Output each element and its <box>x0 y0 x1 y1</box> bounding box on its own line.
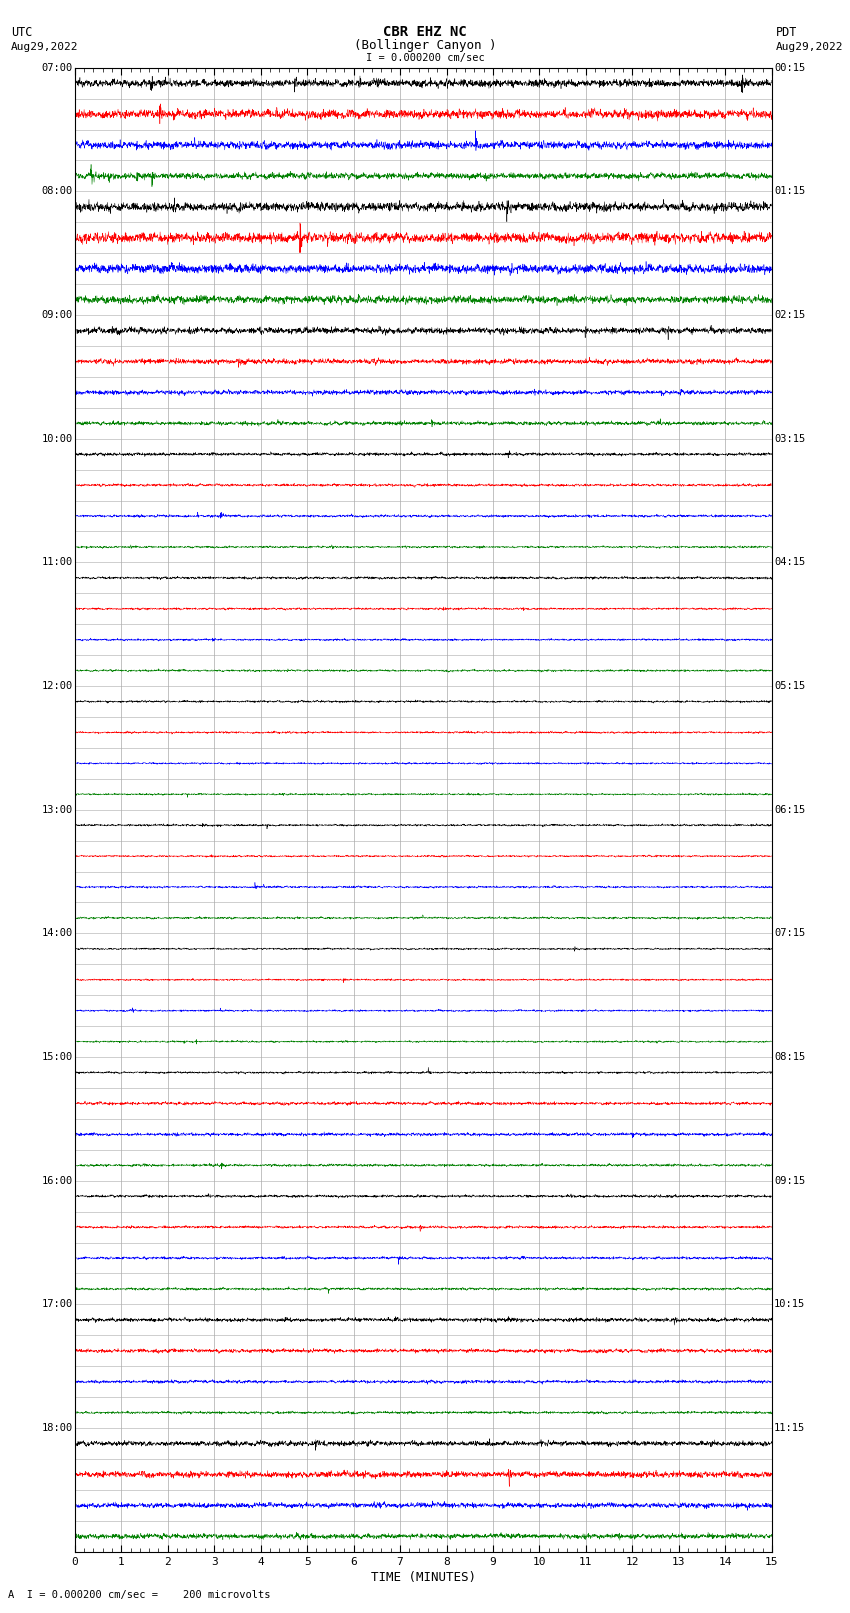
Text: (Bollinger Canyon ): (Bollinger Canyon ) <box>354 39 496 52</box>
Text: 09:00: 09:00 <box>42 310 73 319</box>
Text: UTC: UTC <box>11 26 32 39</box>
Text: 15:00: 15:00 <box>42 1052 73 1061</box>
Text: 02:15: 02:15 <box>774 310 805 319</box>
Text: 08:15: 08:15 <box>774 1052 805 1061</box>
Text: CBR EHZ NC: CBR EHZ NC <box>383 24 467 39</box>
Text: 07:15: 07:15 <box>774 929 805 939</box>
Text: 09:15: 09:15 <box>774 1176 805 1186</box>
Text: 17:00: 17:00 <box>42 1300 73 1310</box>
Text: 06:15: 06:15 <box>774 805 805 815</box>
Text: 01:15: 01:15 <box>774 187 805 197</box>
X-axis label: TIME (MINUTES): TIME (MINUTES) <box>371 1571 476 1584</box>
Text: 04:15: 04:15 <box>774 558 805 568</box>
Text: 13:00: 13:00 <box>42 805 73 815</box>
Text: Aug29,2022: Aug29,2022 <box>11 42 78 52</box>
Text: 00:15: 00:15 <box>774 63 805 73</box>
Text: I = 0.000200 cm/sec: I = 0.000200 cm/sec <box>366 53 484 63</box>
Text: 11:15: 11:15 <box>774 1423 805 1432</box>
Text: 18:00: 18:00 <box>42 1423 73 1432</box>
Text: A  I = 0.000200 cm/sec =    200 microvolts: A I = 0.000200 cm/sec = 200 microvolts <box>8 1590 271 1600</box>
Text: 11:00: 11:00 <box>42 558 73 568</box>
Text: 08:00: 08:00 <box>42 187 73 197</box>
Text: 14:00: 14:00 <box>42 929 73 939</box>
Text: 10:00: 10:00 <box>42 434 73 444</box>
Text: 12:00: 12:00 <box>42 681 73 690</box>
Text: Aug29,2022: Aug29,2022 <box>776 42 843 52</box>
Text: 03:15: 03:15 <box>774 434 805 444</box>
Text: 16:00: 16:00 <box>42 1176 73 1186</box>
Text: PDT: PDT <box>776 26 797 39</box>
Text: 05:15: 05:15 <box>774 681 805 690</box>
Text: 10:15: 10:15 <box>774 1300 805 1310</box>
Text: 07:00: 07:00 <box>42 63 73 73</box>
